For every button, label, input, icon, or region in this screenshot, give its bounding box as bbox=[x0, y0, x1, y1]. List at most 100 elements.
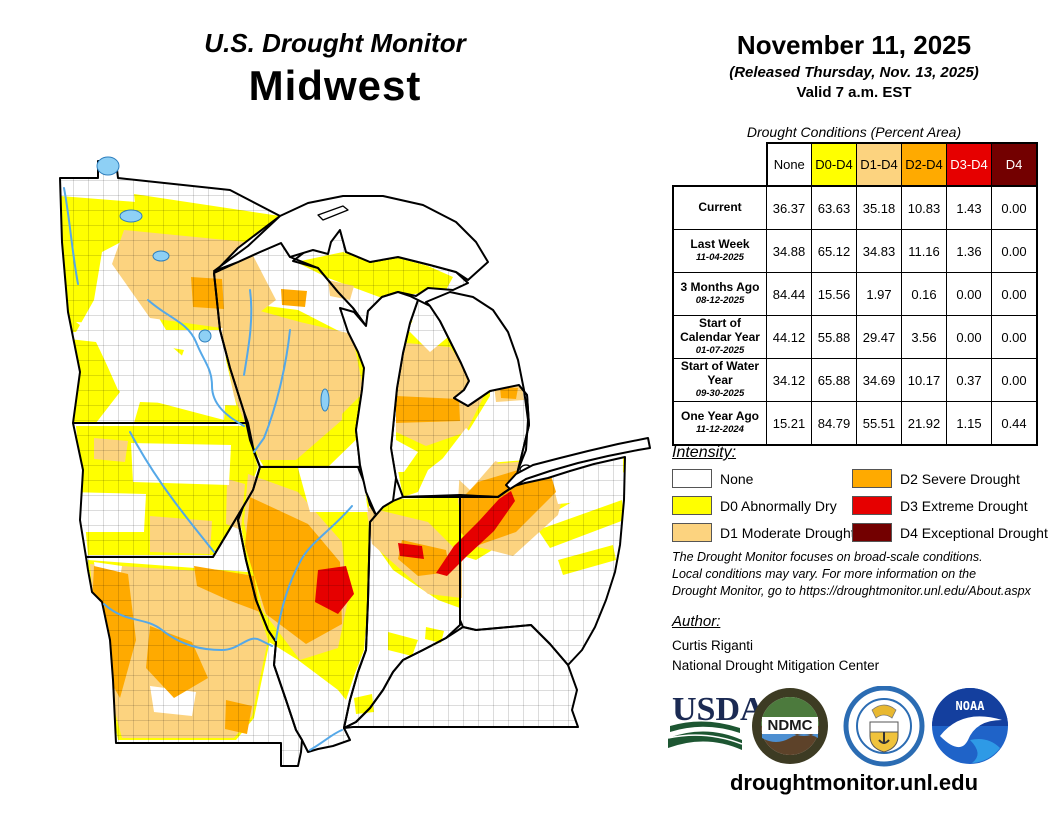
valid-time: Valid 7 a.m. EST bbox=[796, 84, 912, 101]
col-header-d0d4: D0-D4 bbox=[811, 142, 857, 187]
legend-label: D4 Exceptional Drought bbox=[900, 525, 1048, 541]
swatch-d2 bbox=[852, 469, 892, 488]
swatch-d1 bbox=[672, 523, 712, 542]
great-lakes bbox=[213, 195, 651, 516]
inland-lakes bbox=[96, 156, 330, 412]
lake-superior bbox=[213, 195, 489, 281]
cell: 65.88 bbox=[811, 358, 857, 402]
cell: 0.00 bbox=[946, 315, 992, 359]
author-label: Author: bbox=[672, 613, 721, 630]
row-date: 11-04-2025 bbox=[696, 251, 744, 263]
date-block: November 11, 2025 (Released Thursday, No… bbox=[672, 30, 1036, 101]
author-organization: National Drought Mitigation Center bbox=[672, 658, 880, 673]
state-borders bbox=[59, 160, 626, 767]
row-date: 01-07-2025 bbox=[695, 344, 745, 356]
cell: 1.43 bbox=[946, 185, 992, 230]
disclaimer-line: Drought Monitor, go to https://droughtmo… bbox=[672, 584, 1031, 598]
lake-erie bbox=[505, 437, 651, 490]
row-date: 11-12-2024 bbox=[696, 423, 744, 435]
table-title: Drought Conditions (Percent Area) bbox=[746, 124, 962, 140]
disclaimer-text: The Drought Monitor focuses on broad-sca… bbox=[672, 549, 1052, 600]
isle-royale bbox=[317, 205, 349, 221]
cell: 34.12 bbox=[766, 358, 812, 402]
page-title: U.S. Drought Monitor bbox=[204, 28, 466, 58]
cell: 65.12 bbox=[811, 229, 857, 273]
row-date: 08-12-2025 bbox=[695, 294, 745, 306]
cell: 21.92 bbox=[901, 401, 947, 446]
row-label: Start of Water Year bbox=[680, 359, 760, 388]
river-missouri bbox=[103, 603, 273, 652]
table-row: Current 36.37 63.63 35.18 10.83 1.43 0.0… bbox=[672, 185, 1038, 230]
author-name: Curtis Riganti bbox=[672, 638, 754, 653]
cell: 0.16 bbox=[901, 272, 947, 316]
lake-of-the-woods bbox=[96, 156, 120, 176]
cell: 15.21 bbox=[766, 401, 812, 446]
noaa-wordmark: NOAA bbox=[956, 699, 986, 713]
cell: 44.12 bbox=[766, 315, 812, 359]
table-header-row: None D0-D4 D1-D4 D2-D4 D3-D4 D4 bbox=[673, 142, 1038, 187]
usda-logo: USDA bbox=[667, 691, 765, 750]
river-mississippi-upper bbox=[147, 299, 245, 427]
row-label: One Year Ago bbox=[680, 409, 760, 424]
drought-conditions-table: None D0-D4 D1-D4 D2-D4 D3-D4 D4 Current … bbox=[672, 142, 1038, 446]
cell: 29.47 bbox=[856, 315, 902, 359]
swatch-d0 bbox=[672, 496, 712, 515]
lake-huron bbox=[425, 291, 530, 471]
cell: 84.79 bbox=[811, 401, 857, 446]
region-title: Midwest bbox=[248, 62, 422, 109]
row-label: 3 Months Ago bbox=[680, 280, 760, 295]
table-row: Start of Water Year 09-30-2025 34.12 65.8… bbox=[672, 358, 1038, 402]
ndmc-logo: NDMC bbox=[752, 688, 828, 764]
cell: 1.97 bbox=[856, 272, 902, 316]
legend-label: None bbox=[720, 471, 754, 487]
cell: 55.51 bbox=[856, 401, 902, 446]
cell: 0.44 bbox=[991, 401, 1038, 446]
cell: 0.00 bbox=[991, 185, 1038, 230]
website-url: droughtmonitor.unl.edu bbox=[729, 770, 979, 795]
release-date: (Released Thursday, Nov. 13, 2025) bbox=[729, 64, 979, 81]
cell: 1.36 bbox=[946, 229, 992, 273]
usda-wordmark: USDA bbox=[672, 691, 765, 728]
drought-map-midwest bbox=[59, 156, 651, 767]
cell: 11.16 bbox=[901, 229, 947, 273]
legend-label: D2 Severe Drought bbox=[900, 471, 1020, 487]
cell: 63.63 bbox=[811, 185, 857, 230]
river-chippewa bbox=[243, 289, 253, 376]
cell: 3.56 bbox=[901, 315, 947, 359]
table-row: Start of Calendar Year 01-07-2025 44.12 5… bbox=[672, 315, 1038, 359]
cell: 84.44 bbox=[766, 272, 812, 316]
swatch-d3 bbox=[852, 496, 892, 515]
mille-lacs-lake bbox=[198, 329, 212, 343]
cell: 34.69 bbox=[856, 358, 902, 402]
cell: 35.18 bbox=[856, 185, 902, 230]
legend-title: Intensity: bbox=[672, 444, 737, 461]
commerce-seal bbox=[843, 686, 925, 767]
river-ohio-lower bbox=[309, 729, 343, 751]
col-header-none: None bbox=[766, 142, 812, 187]
col-header-d1d4: D1-D4 bbox=[856, 142, 902, 187]
table-row: Last Week 11-04-2025 34.88 65.12 34.83 11… bbox=[672, 229, 1038, 273]
state-kentucky bbox=[343, 624, 579, 729]
table-row: 3 Months Ago 08-12-2025 84.44 15.56 1.97 … bbox=[672, 272, 1038, 316]
legend-label: D0 Abnormally Dry bbox=[720, 498, 837, 514]
cell: 55.88 bbox=[811, 315, 857, 359]
river-wisconsin bbox=[253, 329, 291, 453]
ndmc-wordmark: NDMC bbox=[768, 717, 813, 734]
row-label: Start of Calendar Year bbox=[680, 316, 760, 345]
legend-label: D1 Moderate Drought bbox=[720, 525, 855, 541]
rivers bbox=[63, 187, 353, 751]
swatch-none bbox=[672, 469, 712, 488]
col-header-d2d4: D2-D4 bbox=[901, 142, 947, 187]
cell: 0.00 bbox=[991, 358, 1038, 402]
table-row: One Year Ago 11-12-2024 15.21 84.79 55.51… bbox=[672, 401, 1038, 446]
table-corner-cell bbox=[673, 143, 768, 187]
map-date: November 11, 2025 bbox=[736, 30, 972, 60]
disclaimer-line: The Drought Monitor focuses on broad-sca… bbox=[672, 550, 983, 564]
cell: 15.56 bbox=[811, 272, 857, 316]
cell: 36.37 bbox=[766, 185, 812, 230]
cell: 1.15 bbox=[946, 401, 992, 446]
row-label: Last Week bbox=[690, 237, 750, 252]
cell: 0.00 bbox=[991, 315, 1038, 359]
cell: 10.17 bbox=[901, 358, 947, 402]
